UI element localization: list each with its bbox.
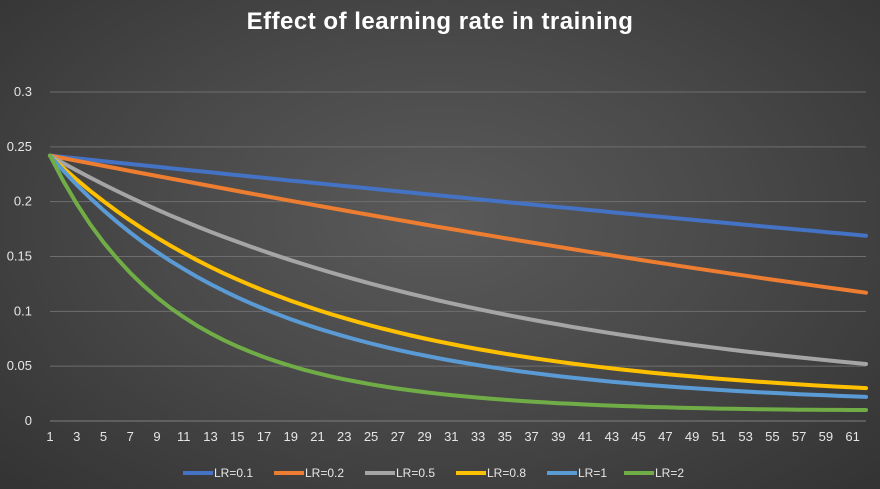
series-line-lr-0-2 [48,153,868,295]
x-tick-label: 41 [578,429,592,444]
x-tick-label: 1 [46,429,53,444]
x-tick-label: 39 [551,429,565,444]
x-tick-label: 45 [631,429,645,444]
x-tick-label: 33 [471,429,485,444]
x-tick-label: 9 [153,429,160,444]
x-tick-label: 11 [177,429,191,444]
legend-label-lr-1: LR=1 [578,466,607,480]
axes: 00.050.10.150.20.250.31 3 5 7 9 11 13 15 17 19 21 2… [7,84,866,444]
y-tick-label: 0.15 [7,249,32,264]
x-tick-label: 57 [792,429,806,444]
x-tick-label: 53 [738,429,752,444]
y-tick-label: 0 [25,413,32,428]
legend-label-lr-0-1: LR=0.1 [214,466,253,480]
series-line-lr-1 [48,153,868,399]
x-tick-label: 61 [845,429,859,444]
x-tick-label: 59 [819,429,833,444]
series-line-lr-2 [48,153,868,412]
series-line-lr-0-1 [48,153,868,238]
x-tick-label: 23 [337,429,351,444]
x-tick-label: 3 [73,429,80,444]
series-line-lr-0-8 [48,153,868,391]
legend-label-lr-2: LR=2 [655,466,684,480]
x-tick-label: 47 [658,429,672,444]
legend-label-lr-0-8: LR=0.8 [487,466,526,480]
x-tick-label: 43 [605,429,619,444]
x-tick-label: 51 [712,429,726,444]
legend-label-lr-0-2: LR=0.2 [305,466,344,480]
x-tick-label: 25 [364,429,378,444]
x-tick-label: 5 [100,429,107,444]
x-tick-label: 7 [127,429,134,444]
x-tick-label: 21 [310,429,324,444]
y-tick-label: 0.2 [14,194,32,209]
series-lines [48,153,868,412]
x-tick-label: 35 [498,429,512,444]
legend: LR=0.1 LR=0.2 LR=0.5 LR=0.8 LR=1 LR=2 [183,466,684,480]
x-tick-label: 17 [257,429,271,444]
y-tick-label: 0.1 [14,303,32,318]
x-tick-label: 13 [203,429,217,444]
x-tick-label: 55 [765,429,779,444]
x-tick-label: 29 [417,429,431,444]
x-tick-label: 15 [230,429,244,444]
chart-title: Effect of learning rate in training [246,8,634,35]
x-tick-label: 49 [685,429,699,444]
x-tick-label: 19 [284,429,298,444]
y-tick-label: 0.05 [7,358,32,373]
x-tick-label: 27 [391,429,405,444]
x-tick-label: 37 [524,429,538,444]
y-tick-label: 0.3 [14,84,32,99]
legend-label-lr-0-5: LR=0.5 [396,466,435,480]
series-line-lr-0-5 [48,153,868,366]
x-tick-label: 31 [444,429,458,444]
y-tick-label: 0.25 [7,139,32,154]
